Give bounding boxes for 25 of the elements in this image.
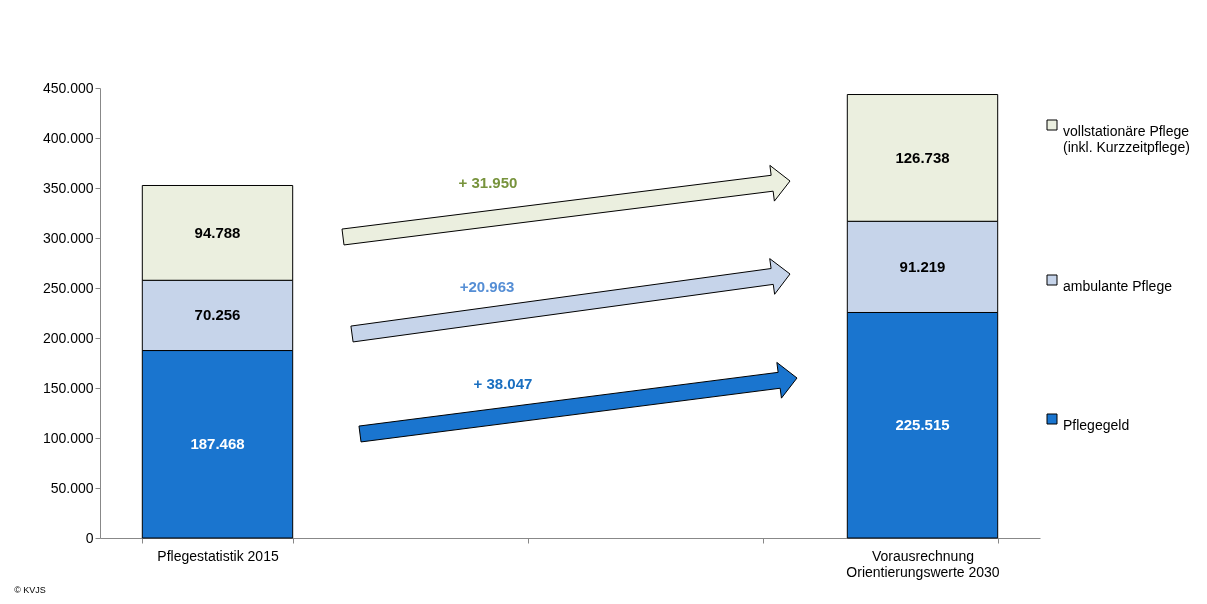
data-label: 70.256 (194, 306, 241, 324)
y-tick-label: 350.000 (42, 179, 94, 196)
data-label: 187.468 (190, 435, 245, 453)
x-tick-label: Pflegestatistik 2015 (157, 547, 279, 564)
y-tick-label: 50.000 (50, 479, 94, 496)
x-tick-label: Vorausrechnung Orientierungswerte 2030 (846, 547, 1000, 580)
y-tick-label: 0 (85, 529, 94, 546)
y-tick-label: 300.000 (42, 229, 94, 246)
legend-label: Pflegegeld (1063, 417, 1130, 433)
y-tick-label: 100.000 (42, 429, 94, 446)
y-tick-label: 450.000 (42, 79, 94, 96)
data-label: 225.515 (895, 416, 950, 434)
data-label: 94.788 (194, 223, 241, 241)
annotation: + 31.950 (458, 174, 518, 191)
y-tick-label: 200.000 (42, 329, 94, 346)
annotation: + 38.047 (473, 375, 533, 392)
legend-label: vollstationäre Pflege (inkl. Kurzzeitpflege) (1063, 123, 1190, 155)
annotation: +20.963 (459, 278, 515, 295)
legend-label: ambulante Pflege (1063, 278, 1173, 294)
y-tick-label: 400.000 (42, 129, 94, 146)
text: © KVJS (14, 585, 46, 595)
data-label: 91.219 (899, 257, 946, 275)
data-label: 126.738 (895, 148, 950, 166)
y-tick-label: 150.000 (42, 379, 94, 396)
y-tick-label: 250.000 (42, 279, 94, 296)
